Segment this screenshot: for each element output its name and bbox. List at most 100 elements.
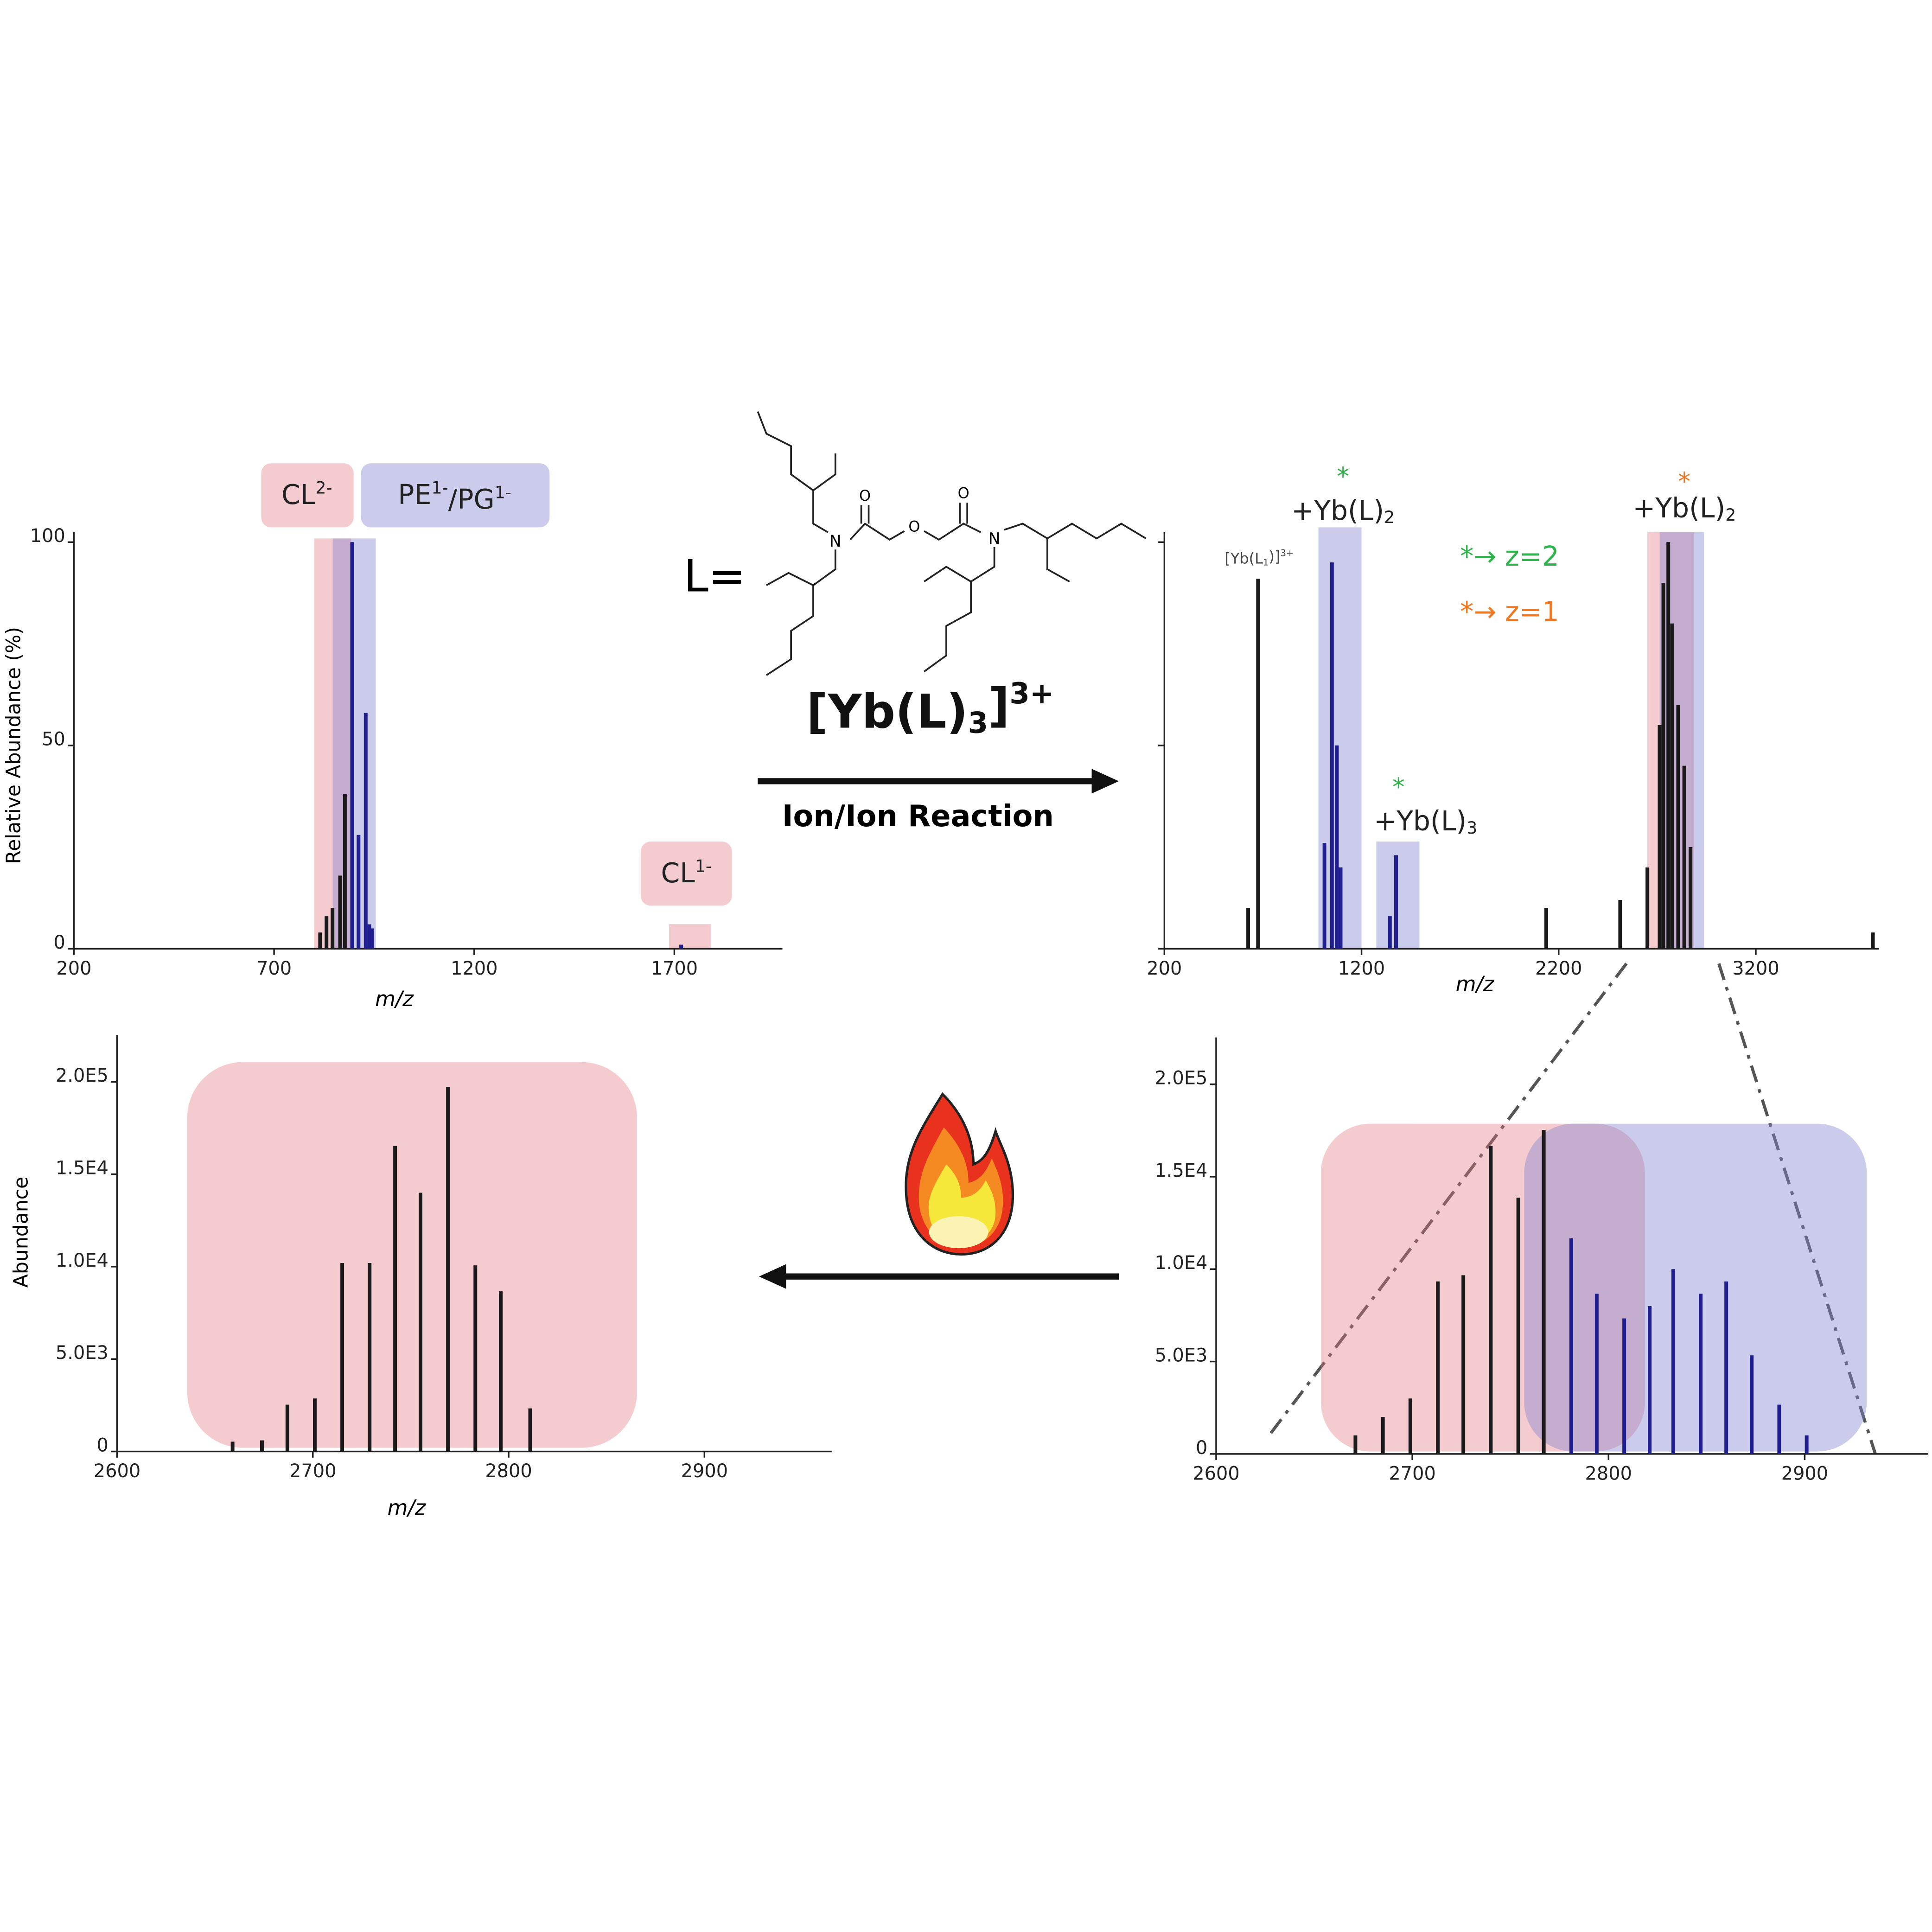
- y-axis-label: Relative Abundance (%): [2, 627, 25, 864]
- y-tick-label: 1.5E4: [1154, 1160, 1207, 1181]
- text-part: )]: [1269, 548, 1280, 565]
- text-part: *: [1392, 772, 1405, 801]
- supscript: 3+: [1009, 676, 1054, 710]
- bond: [924, 547, 995, 672]
- x-tick-label: 700: [256, 958, 292, 979]
- subscript: 3: [1467, 818, 1477, 838]
- x-tick-label: 200: [56, 958, 91, 979]
- y-tick-label: 2.0E5: [56, 1065, 108, 1086]
- atom-label: N: [988, 529, 1001, 548]
- atom-label: O: [958, 485, 969, 502]
- rich-label: CL2-: [281, 478, 332, 510]
- atom-label: O: [908, 517, 920, 535]
- bond: [924, 523, 982, 541]
- y-tick-label: 50: [42, 729, 65, 750]
- bond: [812, 453, 836, 533]
- y-tick-label: 0: [1196, 1437, 1207, 1459]
- rich-label: *: [1337, 462, 1349, 491]
- x-tick-label: 200: [1147, 958, 1182, 979]
- ligand-structure: [757, 411, 1147, 676]
- bond: [1046, 523, 1147, 540]
- arrow-head: [759, 1264, 786, 1289]
- bond: [1004, 523, 1070, 582]
- highlight: [1376, 842, 1420, 949]
- text-part: *→ z=1: [1460, 596, 1559, 628]
- text-part: PE: [398, 479, 431, 510]
- x-tick-label: 2900: [681, 1460, 728, 1482]
- y-tick-label: 2.0E5: [1154, 1067, 1207, 1089]
- text-part: CL: [281, 479, 316, 510]
- zoom-line: [1717, 963, 1877, 1454]
- x-tick-label: 2200: [1535, 958, 1582, 979]
- y-tick-label: 1.0E4: [56, 1250, 108, 1271]
- rich-label: *: [1392, 772, 1405, 801]
- flame: [905, 1092, 1014, 1256]
- text-part: [Yb(L: [1225, 550, 1263, 567]
- y-tick-label: 5.0E3: [56, 1342, 108, 1364]
- y-tick-label: 1.5E4: [56, 1157, 108, 1179]
- highlight: [361, 463, 550, 528]
- y-tick-label: 0: [53, 932, 65, 953]
- atom-label: O: [859, 487, 871, 504]
- rich-label: +Yb(L)3: [1374, 805, 1477, 838]
- x-tick-label: 2800: [485, 1460, 532, 1482]
- x-tick-label: 2700: [1389, 1463, 1435, 1485]
- bond: [849, 523, 905, 541]
- x-tick-label: 1700: [651, 958, 698, 979]
- atom-label: N: [829, 532, 842, 551]
- y-axis-label: Abundance: [10, 1177, 32, 1288]
- text-part: [Yb(L): [806, 684, 968, 739]
- x-tick-label: 2600: [94, 1460, 140, 1482]
- subscript: 3: [968, 706, 988, 740]
- rich-label: [Yb(L)3]3+: [806, 676, 1054, 740]
- highlight: [187, 1062, 637, 1448]
- arrow-head: [1091, 769, 1119, 794]
- rich-label: +Yb(L)2: [1291, 495, 1395, 528]
- text-part: /PG: [448, 484, 495, 515]
- bond: [924, 566, 972, 582]
- supscript: 2-: [315, 478, 332, 498]
- rich-label: *→ z=2: [1460, 541, 1559, 572]
- flame-core: [929, 1216, 988, 1249]
- supscript: 3+: [1280, 548, 1294, 558]
- text-part: +Yb(L): [1374, 805, 1467, 837]
- highlight: [640, 842, 732, 906]
- text-part: *: [1337, 462, 1349, 491]
- x-tick-label: 3200: [1732, 958, 1779, 979]
- bond: [766, 572, 814, 586]
- text-part: ]: [988, 678, 1009, 733]
- rich-label: +Yb(L)2: [1632, 492, 1736, 525]
- highlight: [1524, 1123, 1867, 1452]
- y-tick-label: 5.0E3: [1154, 1345, 1207, 1366]
- rich-label: *→ z=1: [1460, 596, 1559, 628]
- highlight: [1320, 1123, 1645, 1452]
- rich-label: *: [1678, 467, 1691, 496]
- rich-label: PE1-/PG1-: [398, 478, 511, 515]
- ligand-label: L=: [684, 550, 746, 602]
- subscript: 1: [1263, 557, 1269, 567]
- rich-label: [Yb(L1)]3+: [1225, 548, 1294, 567]
- y-tick-label: 100: [30, 525, 65, 547]
- x-tick-label: 1200: [451, 958, 497, 979]
- y-tick-label: 1.0E4: [1154, 1252, 1207, 1274]
- text-part: +Yb(L): [1632, 492, 1725, 524]
- bond: [765, 549, 836, 676]
- text-part: *: [1678, 467, 1691, 496]
- supscript: 1-: [695, 856, 712, 876]
- y-tick-label: 0: [96, 1435, 108, 1456]
- zoom-line: [1268, 963, 1628, 1437]
- text-part: +Yb(L): [1291, 495, 1384, 527]
- x-tick-label: 2700: [289, 1460, 336, 1482]
- highlight: [1659, 532, 1704, 949]
- x-tick-label: 2600: [1192, 1463, 1239, 1485]
- highlight: [669, 924, 711, 949]
- x-axis-label: m/z: [1456, 972, 1495, 996]
- supscript: 1-: [495, 483, 511, 503]
- arrows: [758, 769, 1877, 1454]
- reaction-label: Ion/Ion Reaction: [782, 799, 1054, 834]
- supscript: 1-: [431, 478, 448, 498]
- x-axis-label: m/z: [375, 987, 414, 1011]
- subscript: 2: [1384, 507, 1395, 527]
- x-axis-label: m/z: [388, 1495, 427, 1520]
